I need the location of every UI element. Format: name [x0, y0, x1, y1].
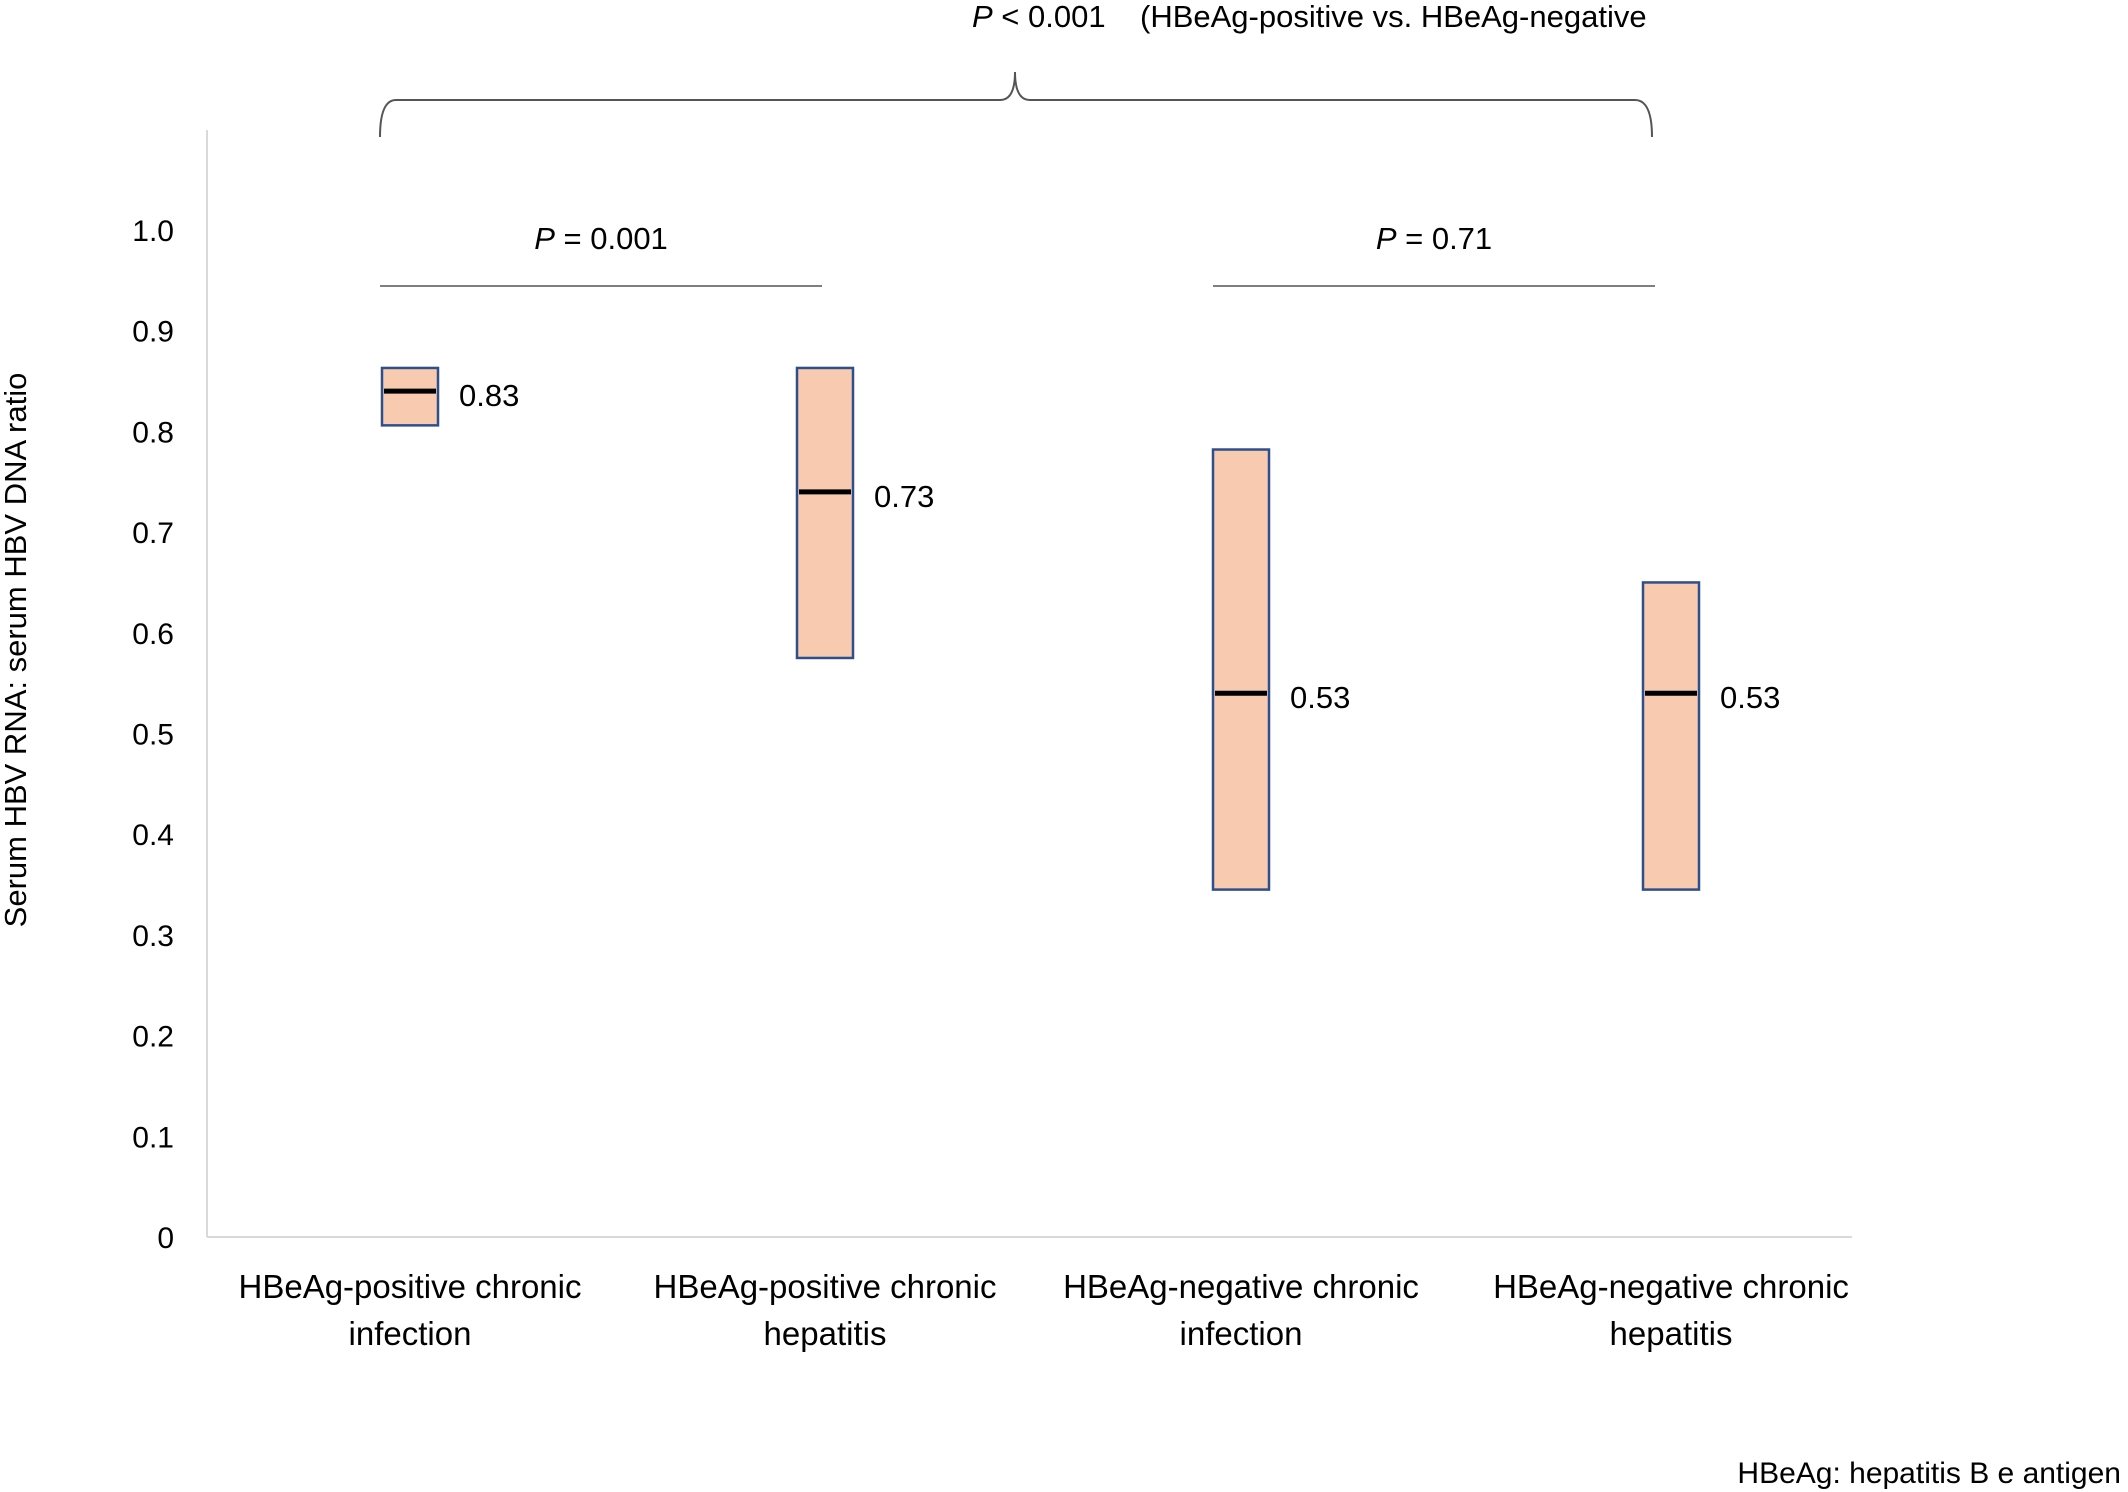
overall-p-value: P < 0.001 — [972, 0, 1106, 34]
category-label: hepatitis — [1610, 1315, 1733, 1352]
overall-bracket — [379, 71, 1653, 138]
footnote: HBeAg: hepatitis B e antigen — [1737, 1457, 2121, 1490]
comparison-p-symbol: P — [534, 221, 555, 256]
median-label: 0.83 — [459, 378, 519, 413]
category-labels: HBeAg-positive chronic infection HBeAg-pos… — [239, 1268, 1849, 1352]
y-tick-label: 0.6 — [132, 618, 174, 651]
y-tick-label: 0.1 — [132, 1121, 174, 1154]
category-label: infection — [1180, 1315, 1303, 1352]
y-tick-label: 0.8 — [132, 416, 174, 449]
category-label: HBeAg-positive chronic — [239, 1268, 582, 1305]
comparison-p-value: P = 0.71 — [1376, 221, 1492, 256]
median-label: 0.53 — [1720, 680, 1780, 715]
comparisons: P = 0.001 P = 0.71 — [380, 221, 1655, 287]
comparison-p-text: = 0.71 — [1397, 221, 1493, 256]
iqr-box — [795, 366, 855, 660]
y-tick-label: 0.4 — [132, 819, 174, 852]
comparison-p-value: P = 0.001 — [534, 221, 668, 256]
category-label: HBeAg-negative chronic — [1063, 1268, 1419, 1305]
y-tick-label: 1.0 — [132, 215, 174, 248]
y-tick-label: 0.2 — [132, 1021, 174, 1054]
category-label: HBeAg-negative chronic — [1493, 1268, 1849, 1305]
y-tick-label: 0.7 — [132, 517, 174, 550]
y-tick-label: 0.5 — [132, 719, 174, 752]
median-label: 0.73 — [874, 479, 934, 514]
overall-p-symbol: P — [972, 0, 993, 34]
y-tick-label: 0.3 — [132, 920, 174, 953]
iqr-box — [380, 366, 440, 427]
comparison-p-symbol: P — [1376, 221, 1397, 256]
iqr-box — [1211, 448, 1271, 891]
iqr-box — [1641, 581, 1701, 891]
y-axis-title: Serum HBV RNA: serum HBV DNA ratio — [0, 373, 33, 928]
boxes: 0.83 0.73 0.53 0.53 — [380, 366, 1780, 891]
category-label: hepatitis — [764, 1315, 887, 1352]
comparison-p-text: = 0.001 — [555, 221, 668, 256]
category-label: HBeAg-positive chronic — [654, 1268, 997, 1305]
y-tick-label: 0.9 — [132, 316, 174, 349]
y-tick-label: 0 — [157, 1222, 174, 1255]
overall-p-text: < 0.001 — [993, 0, 1106, 34]
category-label: infection — [349, 1315, 472, 1352]
overall-note: (HBeAg-positive vs. HBeAg-negative — [1140, 0, 1647, 34]
y-tick-labels: 0 0.1 0.2 0.3 0.4 0.5 0.6 0.7 0.8 0.9 1.0 — [132, 215, 174, 1255]
median-label: 0.53 — [1290, 680, 1350, 715]
